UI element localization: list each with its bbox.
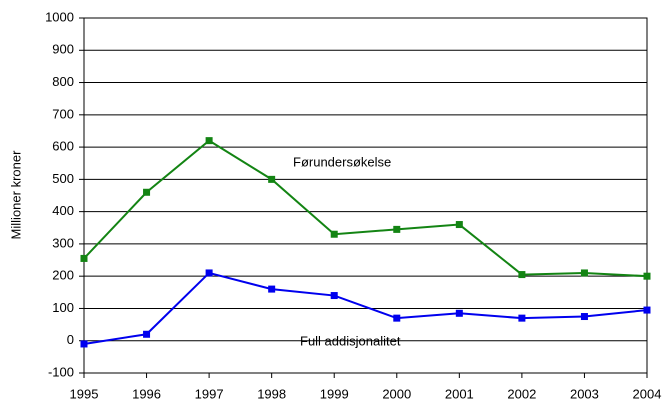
marker bbox=[80, 340, 88, 348]
marker bbox=[393, 314, 401, 322]
marker bbox=[643, 306, 651, 314]
marker bbox=[518, 314, 526, 322]
marker bbox=[205, 137, 213, 145]
marker bbox=[330, 230, 338, 238]
marker bbox=[393, 225, 401, 233]
x-tick-label: 1999 bbox=[320, 386, 349, 401]
y-tick-label: 1000 bbox=[45, 9, 74, 24]
marker bbox=[643, 272, 651, 280]
marker bbox=[580, 313, 588, 321]
x-tick-label: 1995 bbox=[70, 386, 99, 401]
line bbox=[83, 139, 648, 278]
y-tick-label: 500 bbox=[52, 171, 74, 186]
marker bbox=[330, 292, 338, 300]
marker bbox=[268, 285, 276, 293]
plot-border bbox=[83, 17, 648, 374]
x-tick-label: 1998 bbox=[257, 386, 286, 401]
x-tick-label: 1996 bbox=[132, 386, 161, 401]
x-tick-label: 1997 bbox=[195, 386, 224, 401]
y-tick-label: 100 bbox=[52, 300, 74, 315]
marker bbox=[518, 271, 526, 279]
y-axis-label: Millioner kroner bbox=[8, 150, 23, 240]
x-tick-label: 2000 bbox=[382, 386, 411, 401]
series-label: Førundersøkelse bbox=[293, 154, 391, 169]
y-tick-label: 300 bbox=[52, 235, 74, 250]
marker bbox=[143, 330, 151, 338]
marker bbox=[268, 175, 276, 183]
y-tick-label: 400 bbox=[52, 203, 74, 218]
marker bbox=[455, 309, 463, 317]
y-tick-label: 900 bbox=[52, 42, 74, 57]
x-tick-label: 2002 bbox=[507, 386, 536, 401]
y-tick-label: 0 bbox=[67, 332, 74, 347]
marker bbox=[80, 254, 88, 262]
y-tick-label: -100 bbox=[48, 364, 74, 379]
y-tick-label: 600 bbox=[52, 139, 74, 154]
y-tick-label: 200 bbox=[52, 268, 74, 283]
x-tick-label: 2001 bbox=[445, 386, 474, 401]
marker bbox=[205, 269, 213, 277]
x-tick-label: 2003 bbox=[570, 386, 599, 401]
y-tick-label: 700 bbox=[52, 106, 74, 121]
x-tick-label: 2004 bbox=[633, 386, 662, 401]
marker bbox=[580, 269, 588, 277]
marker bbox=[455, 221, 463, 229]
marker bbox=[143, 188, 151, 196]
line bbox=[83, 271, 648, 345]
series-label: Full addisjonalitet bbox=[300, 333, 401, 348]
y-tick-label: 800 bbox=[52, 74, 74, 89]
